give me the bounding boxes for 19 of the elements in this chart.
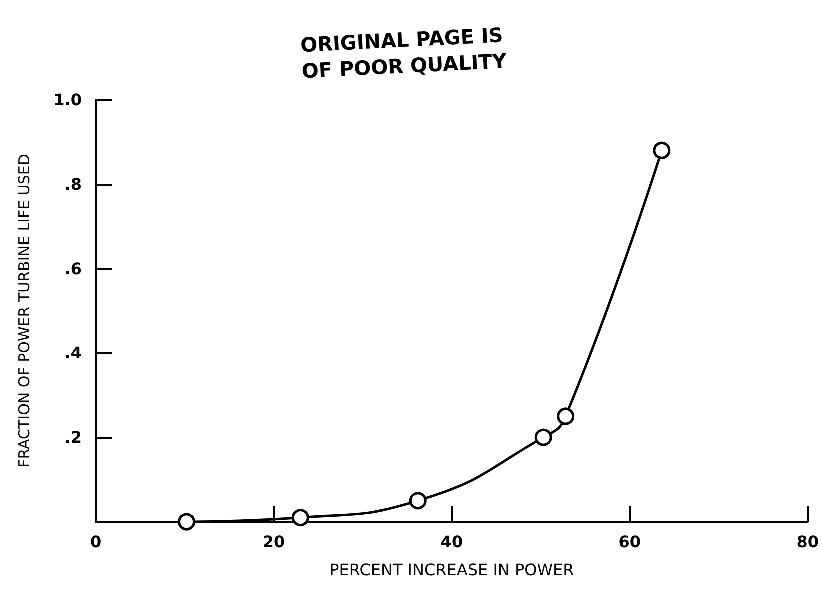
- x-tick-label: 60: [618, 532, 642, 552]
- y-tick-label: 1.0: [54, 90, 82, 110]
- y-tick-label: .2: [64, 428, 82, 448]
- y-tick-label: .4: [64, 344, 82, 363]
- point: [534, 428, 552, 446]
- point: [178, 513, 196, 531]
- point: [409, 492, 427, 510]
- y-tick-label: .8: [64, 174, 82, 194]
- point: [557, 408, 575, 426]
- text: ORIGINAL PAGE IS OF POOR QUALITY: [300, 23, 508, 84]
- y-axis-title: FRACTION OF POWER TURBINE LIFE USED: [16, 154, 34, 468]
- y-tick-label: .6: [64, 259, 82, 278]
- x-axis-title: PERCENT INCREASE IN POWER: [330, 560, 574, 580]
- point: [292, 509, 310, 527]
- x-tick-label: 80: [796, 532, 819, 552]
- x-tick-label: 20: [262, 532, 286, 552]
- x-tick-label: 0: [90, 532, 102, 552]
- point: [653, 142, 671, 160]
- x-tick-label: 40: [440, 532, 464, 552]
